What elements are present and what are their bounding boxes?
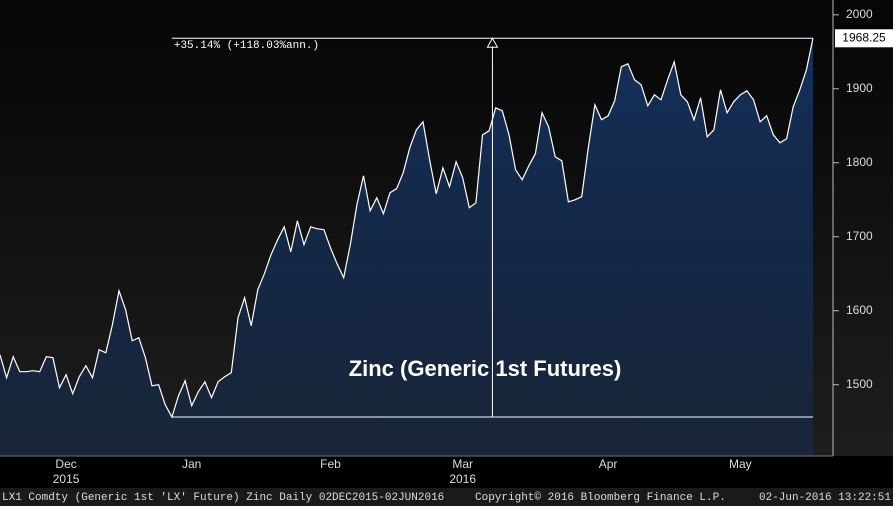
area-fill [0,38,813,456]
last-value-box [835,29,893,48]
x-year-label: 2015 [53,472,80,486]
footer-left: LX1 Comdty (Generic 1st 'LX' Future) Zin… [2,492,444,504]
footer-bar [0,488,893,506]
y-tick-label: 1600 [846,303,873,317]
footer-right: 02-Jun-2016 13:22:51 [759,492,891,504]
x-tick-label: Jan [182,457,201,471]
annotation-arrowhead [486,37,499,48]
y-tick-label: 1800 [846,155,873,169]
x-tick-label: Dec [55,457,76,471]
chart-title: Zinc (Generic 1st Futures) [349,356,622,381]
x-tick-label: Apr [599,457,618,471]
footer-center: Copyright© 2016 Bloomberg Finance L.P. [475,492,726,504]
y-tick-label: 1900 [846,81,873,95]
x-tick-label: Feb [320,457,341,471]
x-tick-label: Mar [452,457,473,471]
x-year-label: 2016 [449,472,476,486]
annotation-text: +35.14% (+118.03%ann.) [174,40,319,52]
last-value-label: 1968.25 [842,30,886,44]
price-line [0,38,814,419]
y-tick-label: 1500 [846,377,873,391]
x-tick-label: May [729,457,752,471]
y-tick-label: 2000 [846,7,873,21]
y-tick-label: 1700 [846,229,873,243]
